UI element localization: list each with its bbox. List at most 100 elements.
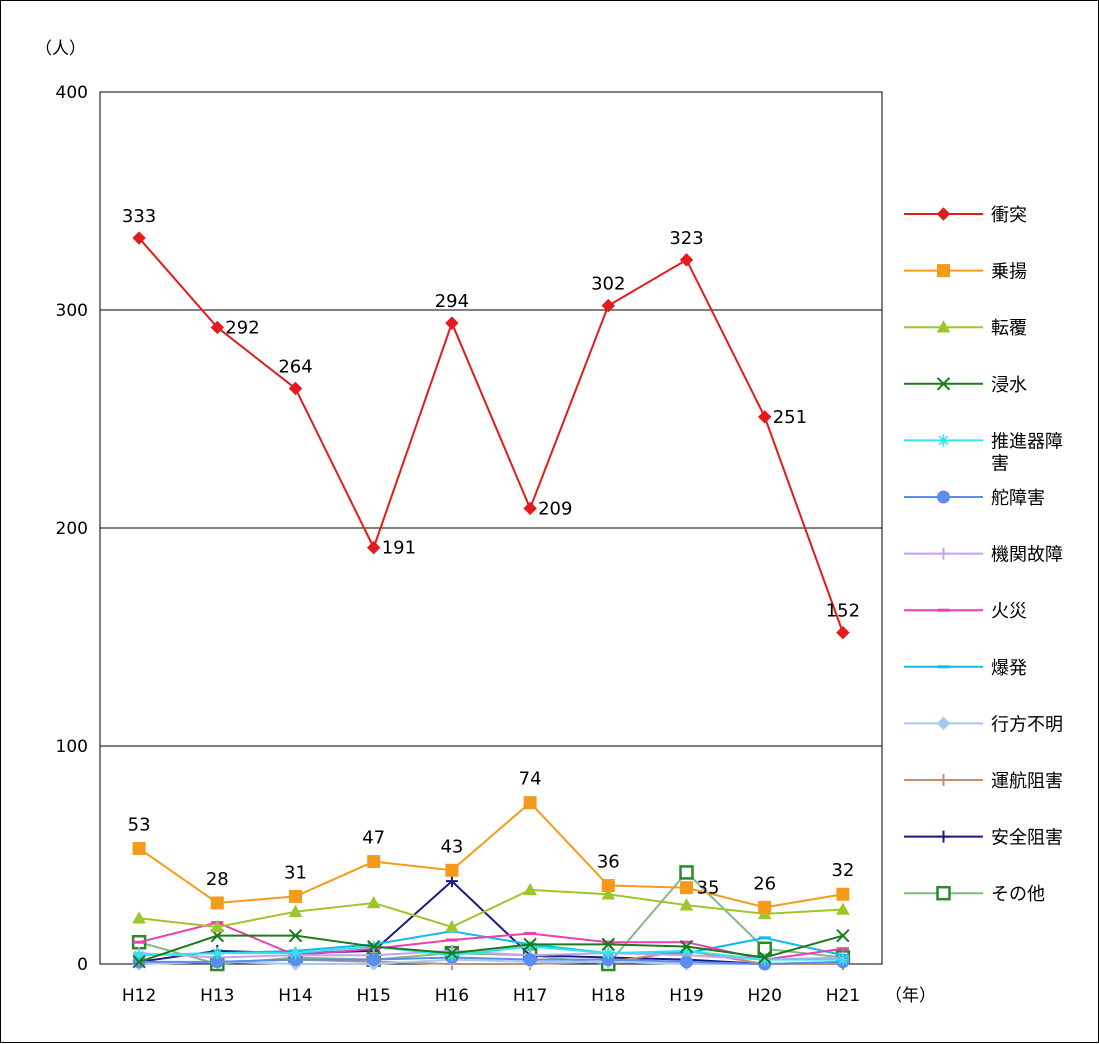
x-tick-label-H19: H19	[669, 986, 703, 1006]
point-衝突-H18	[601, 298, 616, 313]
point-火災-H16	[445, 938, 458, 942]
point-衝突-H16	[445, 316, 459, 330]
data-label-衝突-H21: 152	[826, 601, 860, 622]
x-tick-label-H13: H13	[200, 986, 234, 1006]
legend-label-爆発: 爆発	[991, 658, 1027, 679]
data-label-乗揚-H15: 47	[362, 828, 385, 849]
point-爆発-H20	[758, 936, 771, 940]
point-推進器障害-H20	[758, 953, 771, 966]
data-label-乗揚-H16: 43	[440, 836, 463, 857]
series-line-推進器障害	[139, 945, 843, 961]
data-label-衝突-H17: 209	[538, 498, 572, 519]
x-tick-label-H16: H16	[435, 986, 469, 1006]
point-乗揚-H16	[445, 863, 459, 877]
point-推進器障害-H19	[680, 944, 693, 957]
x-tick-label-H18: H18	[591, 986, 625, 1006]
series-line-機関故障	[139, 949, 843, 961]
point-火災-H21	[836, 947, 849, 951]
point-乗揚-H20	[758, 900, 772, 914]
legend-marker-衝突	[936, 207, 951, 221]
point-浸水-H12	[132, 955, 146, 969]
point-浸水-H21	[836, 928, 850, 943]
point-浸水-H15	[366, 939, 381, 954]
point-火災-H12	[133, 940, 146, 944]
series-line-火災	[138, 921, 844, 961]
legend-marker-爆発	[937, 665, 950, 669]
legend-label-機関故障: 機関故障	[991, 545, 1063, 566]
point-転覆-H16	[445, 919, 459, 933]
point-乗揚-H19	[680, 881, 693, 895]
series-line-乗揚	[138, 801, 844, 909]
point-転覆-H17	[523, 882, 537, 896]
data-label-衝突-H18: 302	[591, 274, 625, 295]
y-tick-label-400: 400	[56, 83, 88, 103]
data-label-衝突-H19: 323	[669, 228, 703, 249]
data-label-乗揚-H21: 32	[831, 860, 854, 881]
data-label-乗揚-H19: 35	[697, 878, 720, 899]
point-浸水-H19	[679, 939, 694, 954]
legend-label-運航阻害: 運航阻害	[991, 771, 1063, 792]
y-tick-label-0: 0	[77, 955, 88, 975]
point-乗揚-H15	[367, 855, 381, 869]
point-推進器障害-H13	[211, 947, 224, 960]
legend-marker-乗揚	[937, 264, 950, 278]
point-浸水-H18	[601, 937, 616, 952]
data-label-乗揚-H14: 31	[284, 862, 307, 883]
point-推進器障害-H14	[289, 947, 302, 960]
series-line-浸水	[138, 934, 844, 963]
x-tick-label-H20: H20	[747, 986, 781, 1006]
series-line-舵障害	[139, 956, 843, 966]
data-label-乗揚-H18: 36	[597, 852, 620, 873]
legend-marker-その他	[936, 885, 951, 901]
legend-marker-浸水	[936, 377, 951, 391]
point-衝突-H21	[836, 625, 850, 640]
data-label-乗揚-H17: 74	[519, 769, 542, 790]
point-衝突-H20	[757, 410, 772, 424]
series-line-転覆	[138, 888, 843, 929]
legend-marker-推進器障害	[937, 434, 950, 447]
point-転覆-H13	[210, 919, 225, 933]
legend-label-転覆: 転覆	[991, 318, 1027, 339]
legend-marker-舵障害	[937, 490, 950, 504]
point-推進器障害-H18	[602, 947, 615, 960]
point-衝突-H17	[523, 501, 537, 516]
point-舵障害-H19	[680, 955, 693, 969]
point-転覆-H21	[836, 902, 850, 915]
x-tick-label-H17: H17	[513, 986, 547, 1006]
point-浸水-H17	[523, 937, 537, 952]
legend-label-行方不明: 行方不明	[991, 714, 1063, 735]
legend-label-舵障害: 舵障害	[991, 488, 1045, 509]
data-label-乗揚-H20: 26	[753, 873, 776, 894]
point-乗揚-H13	[210, 896, 224, 910]
point-推進器障害-H12	[133, 949, 146, 962]
point-推進器障害-H21	[836, 953, 849, 966]
x-axis-unit-label: （年）	[885, 986, 936, 1006]
point-衝突-H13	[210, 320, 225, 335]
point-衝突-H12	[132, 231, 146, 245]
legend-marker-転覆	[936, 320, 951, 333]
point-浸水-H20	[757, 950, 772, 965]
point-転覆-H18	[601, 887, 616, 900]
y-tick-label-100: 100	[56, 737, 88, 757]
point-推進器障害-H17	[524, 940, 537, 953]
legend-label-推進器障害: 推進器障害	[991, 431, 1063, 474]
legend-marker-運航阻害	[937, 774, 950, 786]
point-舵障害-H17	[523, 953, 537, 967]
point-乗揚-H14	[289, 889, 302, 903]
legend-label-乗揚: 乗揚	[991, 262, 1027, 283]
data-label-衝突-H15: 191	[382, 538, 416, 559]
data-label-乗揚-H13: 28	[206, 869, 229, 890]
point-浸水-H14	[288, 928, 303, 943]
point-安全阻害-H16	[445, 875, 458, 888]
legend-label-火災: 火災	[991, 601, 1027, 622]
point-転覆-H14	[288, 904, 303, 917]
series-line-爆発	[139, 930, 844, 957]
y-axis-unit-label: （人）	[35, 39, 86, 59]
x-tick-label-H14: H14	[278, 986, 312, 1006]
legend-marker-火災	[937, 608, 950, 612]
x-tick-label-H15: H15	[356, 986, 390, 1006]
point-転覆-H19	[679, 898, 694, 911]
legend-label-安全阻害: 安全阻害	[991, 828, 1063, 849]
data-label-衝突-H16: 294	[435, 291, 469, 312]
